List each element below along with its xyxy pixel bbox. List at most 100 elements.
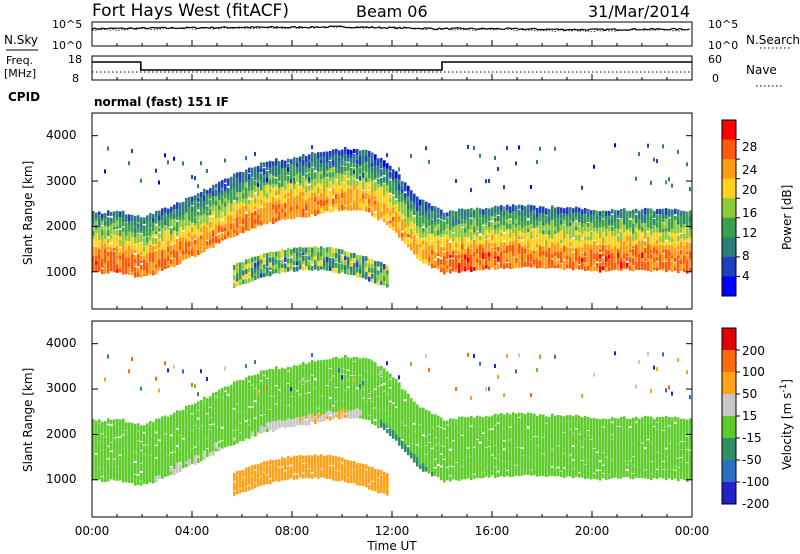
velocity-cell: [410, 398, 413, 405]
power-cell: [500, 257, 503, 264]
velocity-cell: [221, 406, 224, 412]
power-cell: [422, 214, 425, 219]
velocity-cell: [311, 395, 314, 401]
power-cell: [266, 170, 269, 176]
velocity-cell: [278, 419, 281, 425]
power-cell: [392, 221, 395, 227]
power-cell: [467, 256, 470, 263]
velocity-cell: [275, 472, 278, 478]
power-cell: [113, 217, 116, 223]
power-cell: [257, 177, 260, 183]
power-cell: [641, 230, 644, 235]
power-cell: [209, 241, 212, 248]
power-cell: [356, 174, 359, 180]
velocity-cell: [362, 477, 365, 483]
power-cell: [653, 253, 656, 259]
power-cell: [158, 257, 161, 265]
power-cell: [530, 248, 533, 254]
velocity-cell: [230, 410, 233, 416]
power-cell: [242, 226, 245, 234]
velocity-cell: [146, 452, 149, 460]
power-cell: [95, 260, 98, 265]
velocity-cell: [329, 416, 332, 421]
power-cell: [203, 240, 206, 247]
power-cell: [545, 262, 548, 269]
power-cell: [680, 249, 683, 255]
power-cell: [665, 180, 667, 185]
velocity-cell: [407, 393, 410, 399]
power-cell: [302, 259, 305, 265]
velocity-cell: [98, 441, 101, 448]
velocity-cell: [173, 424, 176, 431]
velocity-cell: [209, 407, 212, 415]
velocity-cell: [353, 371, 356, 376]
power-cell: [146, 266, 149, 274]
velocity-cell: [257, 403, 260, 411]
velocity-cell: [113, 430, 116, 435]
power-cell: [509, 245, 512, 252]
power-cell: [587, 244, 590, 251]
power-cell: [551, 210, 554, 216]
velocity-cell: [164, 429, 167, 434]
power-cell: [443, 238, 446, 245]
velocity-cell: [311, 360, 314, 367]
power-cell: [140, 220, 143, 227]
velocity-cell: [278, 369, 281, 375]
power-cell: [602, 210, 605, 215]
power-cell: [596, 263, 599, 268]
velocity-cell: [389, 379, 392, 386]
power-cell: [656, 244, 659, 250]
power-cell: [245, 273, 248, 279]
velocity-cell: [260, 476, 263, 482]
power-cell: [269, 265, 272, 271]
power-cell: [167, 229, 170, 236]
velocity-cell: [293, 403, 296, 411]
power-cell: [179, 210, 182, 217]
velocity-cell: [293, 460, 296, 466]
power-cell: [326, 156, 329, 162]
nave-tick-top: 60: [708, 53, 722, 66]
power-cell: [506, 217, 509, 224]
velocity-cell: [365, 482, 368, 488]
power-cell: [473, 146, 475, 150]
power-cell: [689, 220, 692, 226]
power-cell: [299, 247, 302, 252]
power-cell: [194, 207, 197, 213]
power-cell: [581, 264, 584, 270]
power-cell: [662, 248, 665, 253]
velocity-cell: [203, 435, 206, 442]
power-cell: [380, 157, 383, 165]
velocity-cell: [152, 453, 155, 461]
velocity-cell: [287, 383, 290, 390]
velocity-cell: [116, 454, 119, 459]
velocity-cell: [218, 425, 221, 431]
power-cell: [107, 251, 110, 257]
power-cell: [542, 219, 545, 226]
power-cell: [575, 234, 578, 240]
power-cell: [344, 162, 347, 167]
power-cell: [101, 219, 104, 226]
power-cell: [308, 247, 311, 253]
velocity-cell: [329, 474, 332, 479]
power-cell: [308, 192, 311, 198]
power-cell: [113, 230, 116, 235]
power-cell: [248, 167, 251, 173]
power-cell: [317, 247, 320, 253]
velocity-cell: [290, 457, 293, 463]
power-cell: [422, 210, 425, 215]
power-cell: [344, 195, 347, 202]
power-cell: [398, 193, 401, 198]
power-cell: [377, 182, 380, 189]
power-cell: [554, 260, 557, 266]
power-cell: [104, 249, 107, 257]
velocity-cell: [239, 470, 242, 476]
power-cell: [287, 169, 290, 176]
power-cell: [194, 198, 197, 204]
power-cell: [605, 240, 608, 246]
power-cell: [635, 208, 638, 214]
velocity-cell: [281, 371, 284, 377]
velocity-cell: [305, 367, 308, 374]
power-cell: [530, 205, 533, 212]
velocity-cell: [98, 468, 101, 474]
power-cell: [344, 178, 347, 183]
